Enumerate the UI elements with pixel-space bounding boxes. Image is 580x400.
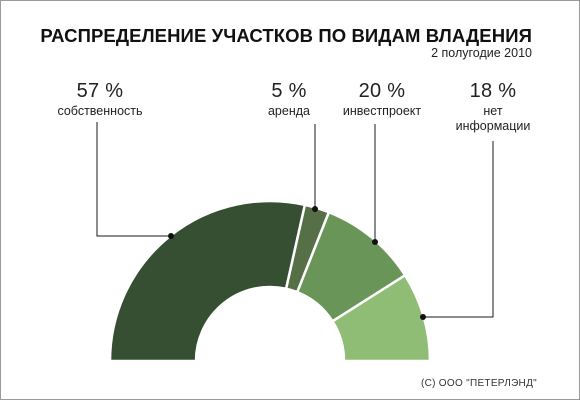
slice-category: инвестпроект bbox=[342, 104, 422, 118]
slice-label-sobstvennost: 57 % собственность bbox=[38, 80, 162, 119]
leader-line bbox=[423, 141, 494, 318]
leader-dot bbox=[420, 314, 426, 320]
leader-dot bbox=[168, 233, 174, 239]
slice-value: 20 % bbox=[358, 80, 406, 102]
leader-dot bbox=[312, 206, 318, 212]
chart-subtitle: 2 полугодие 2010 bbox=[431, 46, 532, 60]
donut-slice bbox=[108, 199, 307, 363]
slice-category: собственность bbox=[57, 104, 143, 118]
slice-value: 5 % bbox=[271, 80, 307, 102]
slice-label-arenda: 5 % аренда bbox=[251, 80, 327, 119]
leader-line bbox=[96, 122, 171, 237]
chart-title: РАСПРЕДЕЛЕНИЕ УЧАСТКОВ ПО ВИДАМ ВЛАДЕНИЯ bbox=[40, 25, 532, 46]
donut-slice bbox=[331, 274, 432, 363]
slice-value: 18 % bbox=[469, 80, 517, 102]
slice-label-net-informatsii: 18 % нет информации bbox=[438, 80, 548, 134]
leader-dot bbox=[372, 239, 378, 245]
slice-category: нет информации bbox=[455, 104, 531, 133]
copyright: (С) ООО "ПЕТЕРЛЭНД" bbox=[420, 378, 537, 389]
slice-value: 57 % bbox=[76, 80, 124, 102]
slice-category: аренда bbox=[267, 104, 310, 118]
slice-label-investproekt: 20 % инвестпроект bbox=[327, 80, 437, 119]
